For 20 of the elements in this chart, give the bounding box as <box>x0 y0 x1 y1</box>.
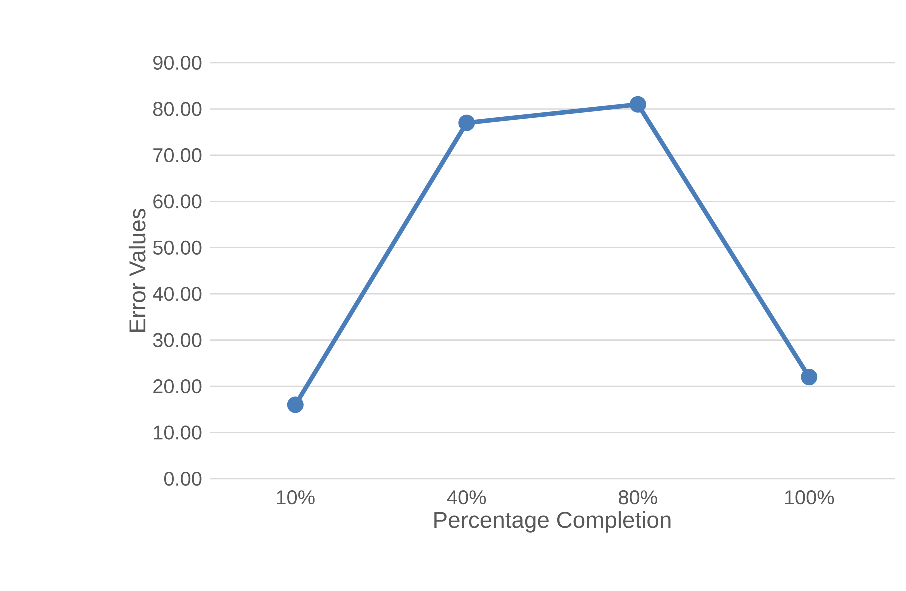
y-tick-label: 60.00 <box>154 194 202 209</box>
y-tick-label: 20.00 <box>154 380 202 394</box>
y-tick-label: 40.00 <box>153 287 202 302</box>
y-tick-label: 30.00 <box>153 333 202 348</box>
y-tick-label: 10.00 <box>154 426 202 440</box>
x-tick-label: 100% <box>785 490 834 505</box>
point <box>458 114 476 132</box>
x-tick-label: 80% <box>619 490 658 505</box>
x-tick-label: 10% <box>277 490 315 505</box>
y-tick-label: 0.00 <box>164 472 202 486</box>
x-axis-title: Percentage Completion <box>434 511 671 533</box>
x-tick-label: 40% <box>447 490 486 505</box>
point <box>801 369 818 386</box>
point <box>287 396 304 414</box>
y-tick-label: 50.00 <box>153 240 202 255</box>
point <box>630 96 646 113</box>
y-tick-label: 90.00 <box>154 56 202 70</box>
y-tick-label: 80.00 <box>153 102 202 116</box>
y-axis-title: Error Values <box>128 209 146 332</box>
y-tick-label: 70.00 <box>154 148 202 162</box>
